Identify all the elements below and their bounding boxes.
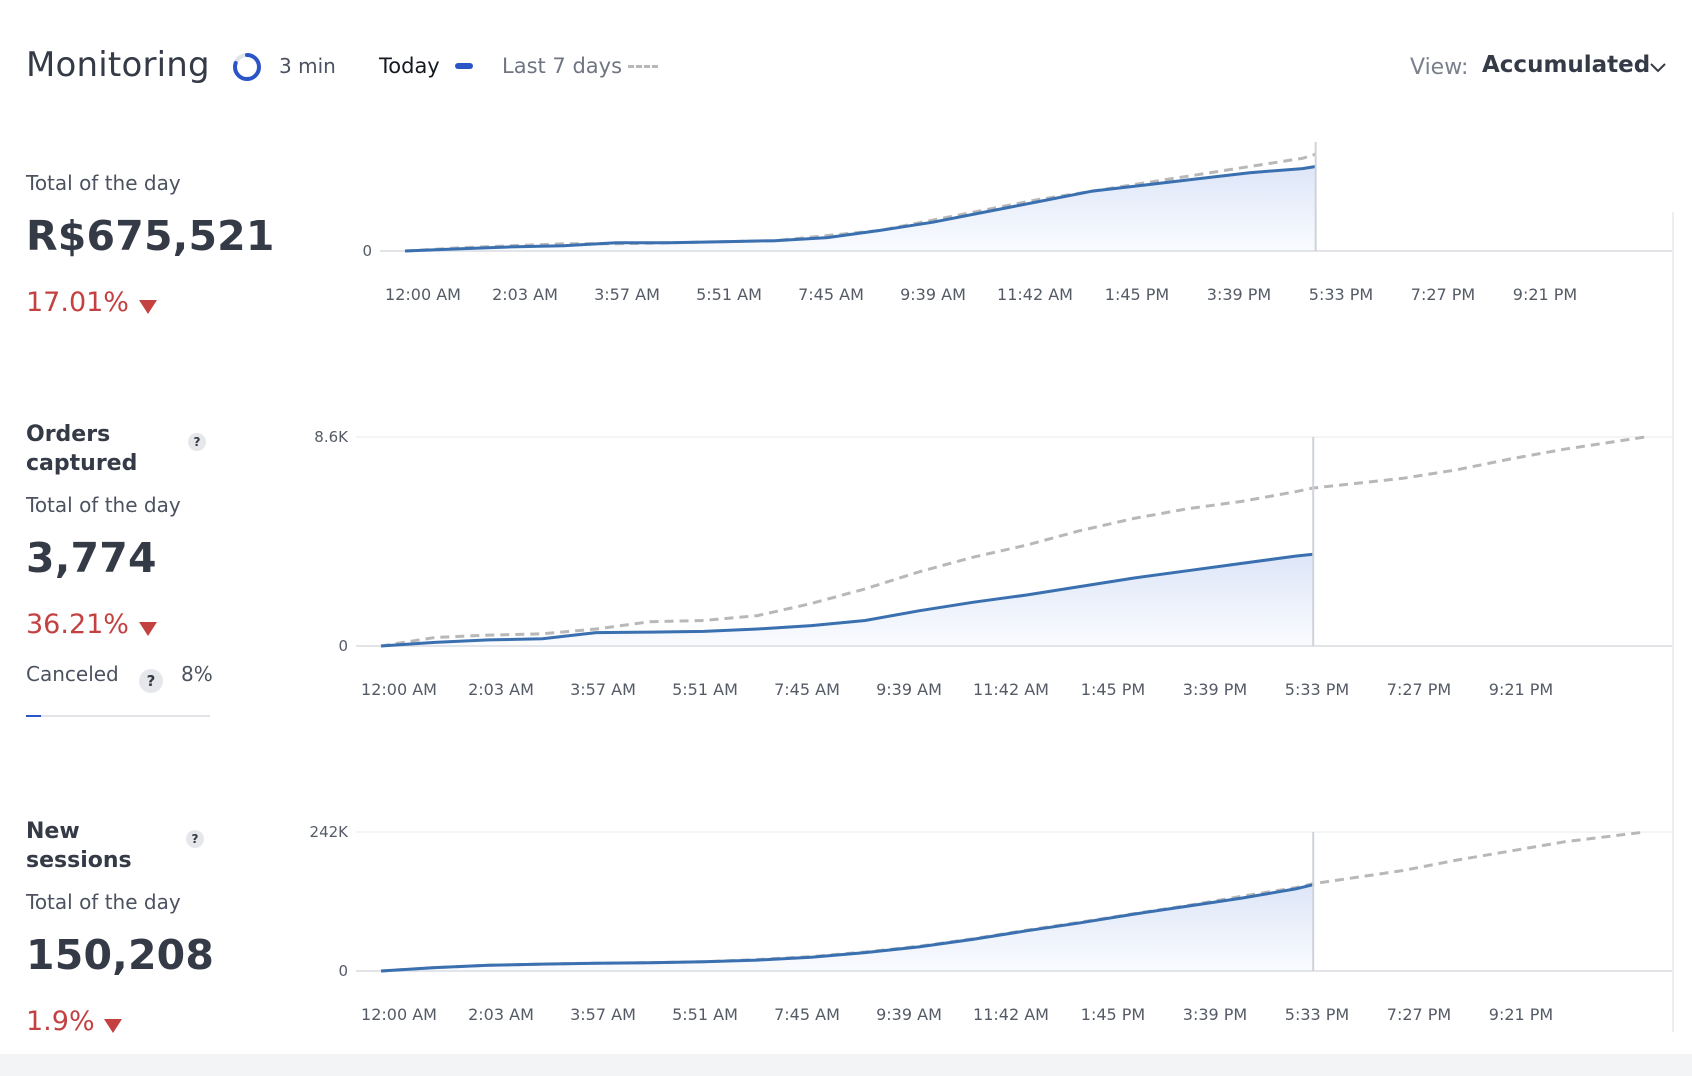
sessions-title: New sessions	[26, 819, 132, 873]
x-tick-label: 5:51 AM	[672, 1005, 738, 1024]
scrollbar-track[interactable]	[1672, 212, 1674, 1032]
view-label: View:	[1410, 55, 1469, 80]
x-tick-label: 9:21 PM	[1513, 285, 1577, 304]
canceled-value: 8%	[181, 662, 213, 686]
x-tick-label: 5:33 PM	[1285, 1005, 1349, 1024]
x-tick-label: 2:03 AM	[468, 680, 534, 699]
delta-down-icon	[139, 622, 157, 636]
x-tick-label: 12:00 AM	[361, 680, 437, 699]
x-tick-label: 7:45 AM	[774, 1005, 840, 1024]
x-tick-label: 12:00 AM	[385, 285, 461, 304]
legend-today-label[interactable]: Today	[379, 54, 440, 78]
x-tick-label: 11:42 AM	[973, 1005, 1049, 1024]
help-icon[interactable]: ?	[186, 830, 204, 848]
today-series-line	[404, 165, 1316, 253]
refresh-interval-label: 3 min	[279, 54, 336, 78]
orders-subtitle: Total of the day	[26, 493, 181, 517]
x-tick-label: 2:03 AM	[492, 285, 558, 304]
canceled-progress-fill	[26, 715, 41, 717]
x-tick-label: 1:45 PM	[1081, 1005, 1145, 1024]
x-tick-label: 7:27 PM	[1387, 680, 1451, 699]
chevron-down-icon[interactable]	[1648, 58, 1668, 78]
x-tick-label: 9:39 AM	[876, 680, 942, 699]
header: Monitoring 3 min Today Last 7 days View:…	[0, 0, 1692, 120]
x-tick-label: 3:57 AM	[594, 285, 660, 304]
x-tick-label: 3:57 AM	[570, 1005, 636, 1024]
orders-title: Orders captured	[26, 422, 138, 476]
x-tick-label: 5:51 AM	[672, 680, 738, 699]
x-tick-label: 3:39 PM	[1183, 680, 1247, 699]
help-icon[interactable]: ?	[139, 669, 163, 693]
delta-down-icon	[104, 1019, 122, 1033]
y-tick-label: 0	[338, 637, 348, 655]
delta-down-icon	[139, 300, 157, 314]
x-tick-label: 9:21 PM	[1489, 680, 1553, 699]
sessions-delta: 1.9%	[26, 1006, 95, 1037]
today-area	[381, 554, 1314, 646]
x-tick-label: 3:57 AM	[570, 680, 636, 699]
y-tick-label: 0	[338, 962, 348, 980]
revenue-delta: 17.01%	[26, 287, 129, 318]
x-tick-label: 7:45 AM	[798, 285, 864, 304]
today-series-line	[380, 552, 1314, 648]
legend-last7-swatch	[628, 65, 658, 68]
bottom-shade	[0, 1054, 1692, 1076]
x-tick-label: 7:27 PM	[1387, 1005, 1451, 1024]
sessions-subtitle: Total of the day	[26, 890, 181, 914]
page-title: Monitoring	[26, 45, 210, 85]
x-tick-label: 11:42 AM	[973, 680, 1049, 699]
revenue-subtitle: Total of the day	[26, 171, 181, 195]
revenue-chart: 0 12:00 AM 2:03 AM 3:57 AM 5:51 AM 7:45 AM 9:3…	[362, 142, 1672, 304]
sessions-value: 150,208	[26, 931, 215, 979]
x-tick-label: 3:39 PM	[1207, 285, 1271, 304]
x-tick-label: 7:27 PM	[1411, 285, 1475, 304]
x-tick-label: 7:45 AM	[774, 680, 840, 699]
refresh-timer-icon[interactable]	[232, 52, 262, 82]
x-tick-label: 3:39 PM	[1183, 1005, 1247, 1024]
y-tick-label: 242K	[310, 823, 350, 841]
x-tick-label: 1:45 PM	[1105, 285, 1169, 304]
legend-last7-label[interactable]: Last 7 days	[502, 54, 623, 78]
revenue-value: R$675,521	[26, 212, 275, 260]
x-tick-label: 12:00 AM	[361, 1005, 437, 1024]
x-tick-label: 5:33 PM	[1285, 680, 1349, 699]
x-tick-label: 5:33 PM	[1309, 285, 1373, 304]
x-tick-label: 2:03 AM	[468, 1005, 534, 1024]
y-tick-label: 8.6K	[314, 428, 349, 446]
orders-value: 3,774	[26, 534, 157, 582]
last7-series-line	[404, 152, 1317, 253]
orders-delta: 36.21%	[26, 609, 129, 640]
canceled-label: Canceled	[26, 662, 119, 686]
today-area	[381, 884, 1314, 971]
x-tick-label: 9:21 PM	[1489, 1005, 1553, 1024]
x-tick-label: 5:51 AM	[696, 285, 762, 304]
x-tick-label: 1:45 PM	[1081, 680, 1145, 699]
x-tick-label: 9:39 AM	[900, 285, 966, 304]
x-tick-label: 11:42 AM	[997, 285, 1073, 304]
view-select[interactable]: Accumulated	[1482, 52, 1651, 78]
orders-chart: 0 8.6K 12:00 AM 2:03 AM 3:57 AM 5:51 AM 7:45 A…	[314, 428, 1672, 699]
canceled-progress-track	[26, 715, 210, 717]
y-tick-label: 0	[362, 242, 372, 260]
help-icon[interactable]: ?	[188, 433, 206, 451]
x-tick-label: 9:39 AM	[876, 1005, 942, 1024]
today-series-line	[380, 883, 1314, 973]
legend-today-swatch	[455, 63, 473, 69]
sessions-chart: 0 242K 12:00 AM 2:03 AM 3:57 AM 5:51 AM 7:45 A…	[310, 823, 1672, 1024]
today-area	[405, 166, 1316, 251]
